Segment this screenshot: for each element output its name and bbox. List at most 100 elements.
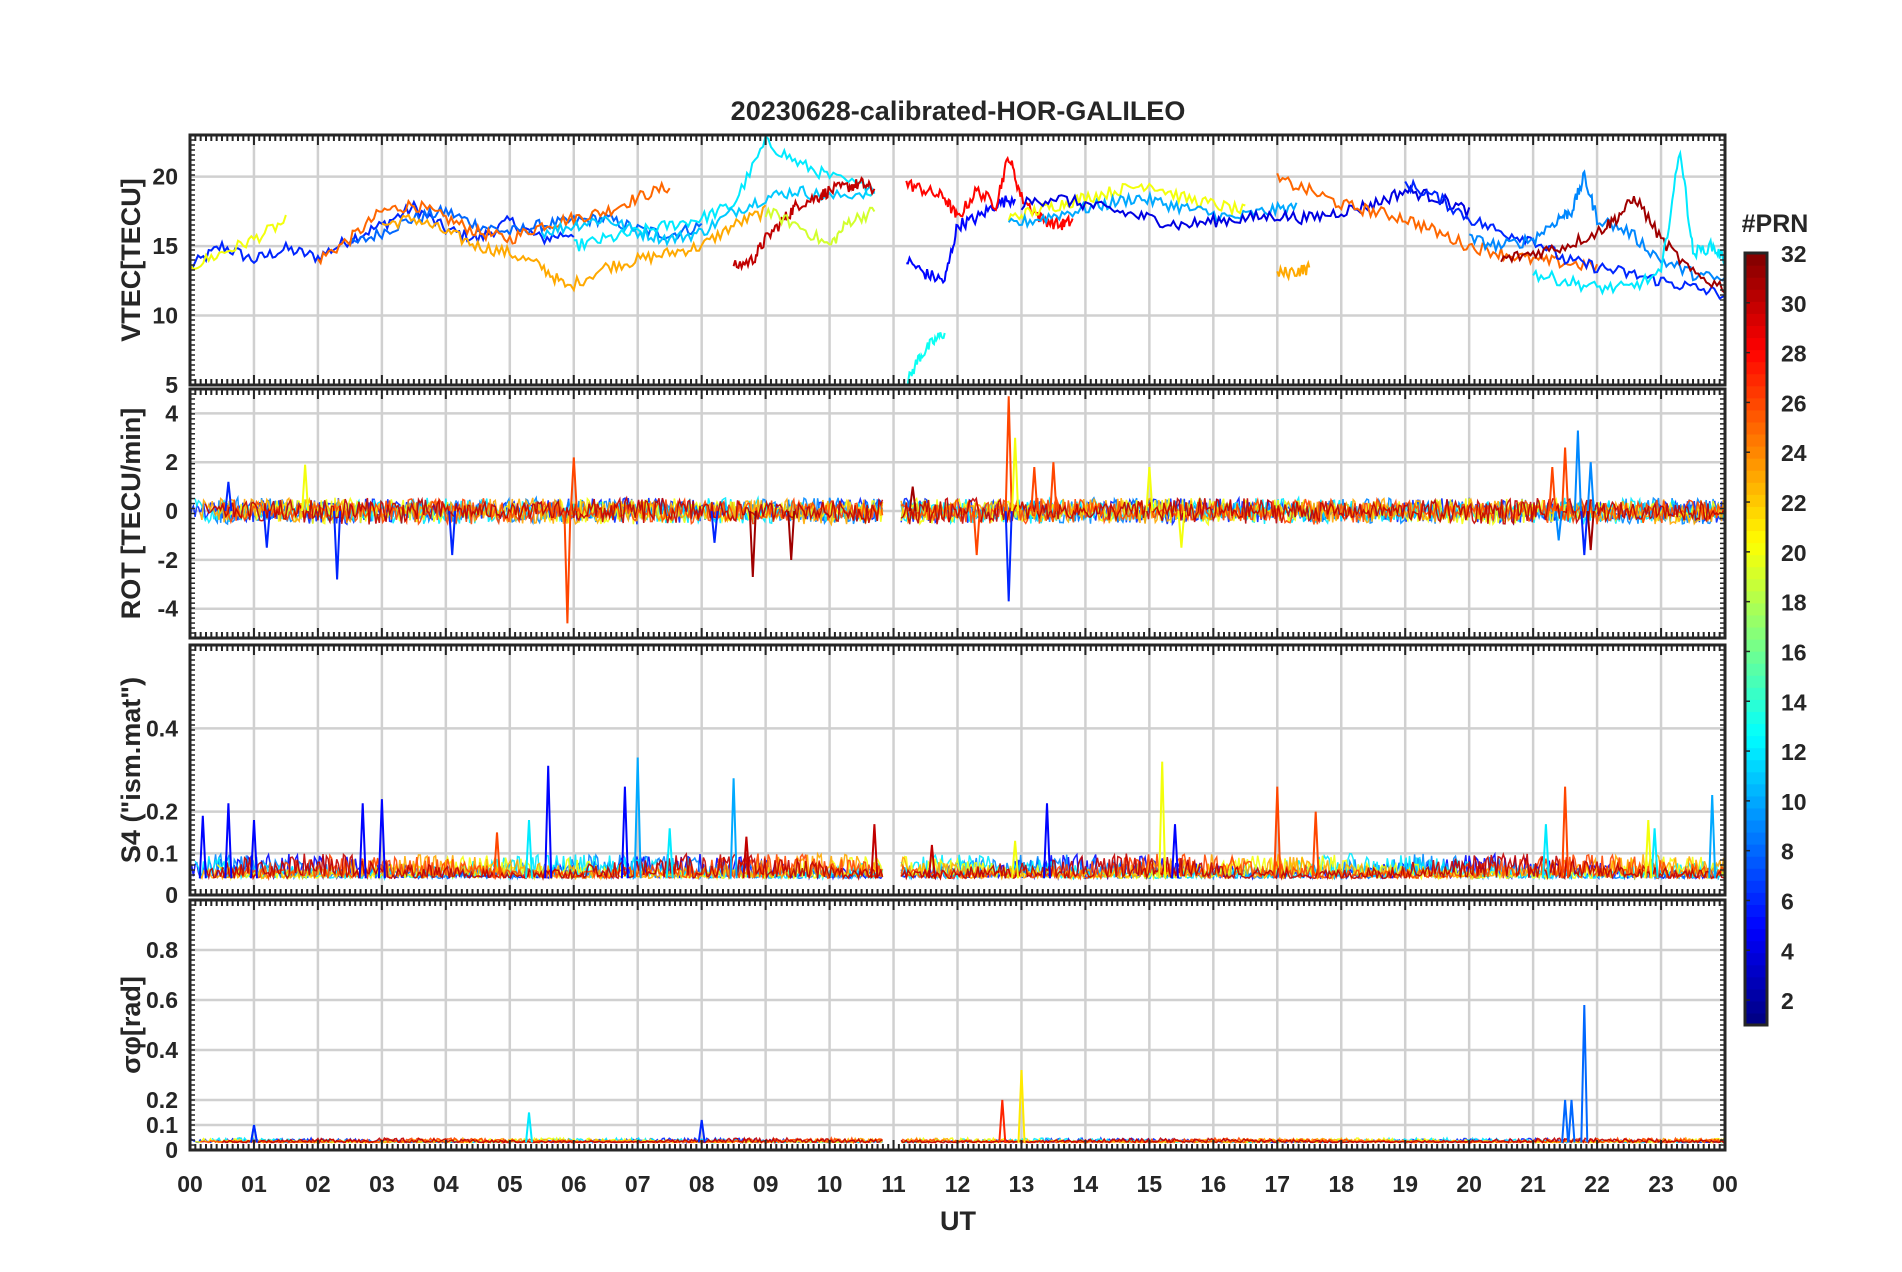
s4-spike-prn-5 bbox=[1043, 803, 1051, 879]
colorbar-segment bbox=[1745, 639, 1767, 652]
s4-spike-prn-5 bbox=[620, 786, 629, 879]
colorbar-tick-label: 10 bbox=[1781, 789, 1807, 815]
x-tick-label: 23 bbox=[1648, 1171, 1674, 1197]
vtec-series-prn-20 bbox=[190, 214, 287, 270]
s4-spike-prn-12 bbox=[665, 828, 674, 879]
colorbar-tick-label: 32 bbox=[1781, 241, 1807, 267]
y-tick-label: 0.1 bbox=[146, 840, 178, 866]
rot-spike-prn-6 bbox=[1580, 511, 1589, 556]
colorbar-segment bbox=[1745, 771, 1767, 785]
x-tick-label: 12 bbox=[945, 1171, 971, 1197]
colorbar-segment bbox=[1745, 687, 1767, 700]
colorbar-tick-label: 2 bbox=[1781, 988, 1794, 1014]
x-axis: 00 01 02 03 04 05 06 07 08 09 10 11 12 13 14 15 16 17 18 19… bbox=[177, 1171, 1738, 1197]
colorbar-segment bbox=[1745, 819, 1767, 833]
sigma-spike-prn-12 bbox=[525, 1112, 533, 1143]
sigma-spike-prn-8 bbox=[1561, 1099, 1570, 1143]
colorbar-segment bbox=[1745, 482, 1767, 495]
vtec-series-prn-9 bbox=[1468, 169, 1725, 282]
y-tick-label: -2 bbox=[158, 547, 178, 573]
s4-spike-prn-12 bbox=[1650, 828, 1659, 879]
x-tick-label: 22 bbox=[1584, 1171, 1610, 1197]
y-tick-label: 0.4 bbox=[146, 715, 178, 741]
sigma-spike-prn-6 bbox=[250, 1124, 258, 1143]
colorbar-segment bbox=[1745, 470, 1767, 483]
colorbar-segment bbox=[1745, 614, 1767, 628]
colorbar-segment bbox=[1745, 602, 1767, 616]
colorbar-segment bbox=[1745, 735, 1767, 749]
x-tick-label: 16 bbox=[1201, 1171, 1227, 1197]
sigma-spike-prn-6 bbox=[697, 1119, 706, 1143]
rot-spike-prn-20 bbox=[1145, 467, 1154, 512]
colorbar-segment bbox=[1745, 277, 1767, 290]
chart-title: 20230628-calibrated-HOR-GALILEO bbox=[731, 96, 1186, 126]
colorbar-segment bbox=[1745, 892, 1767, 905]
colorbar-tick-label: 16 bbox=[1781, 639, 1807, 665]
rot-spike-prn-31 bbox=[1586, 511, 1595, 551]
x-tick-label: 00 bbox=[1712, 1171, 1738, 1197]
colorbar-segment bbox=[1745, 723, 1767, 737]
sigma-spike-prn-8 bbox=[1567, 1099, 1576, 1143]
x-tick-label: 17 bbox=[1264, 1171, 1290, 1197]
x-tick-label: 03 bbox=[369, 1171, 395, 1197]
sigma-spike-prn-8 bbox=[1580, 1004, 1589, 1143]
colorbar-segment bbox=[1745, 976, 1767, 990]
colorbar-tick-label: 30 bbox=[1781, 291, 1807, 317]
y-tick-label: 0.1 bbox=[146, 1112, 178, 1138]
colorbar-segment bbox=[1745, 253, 1767, 266]
colorbar-label: #PRN bbox=[1742, 210, 1809, 238]
y-axis-label: S4 ("ism.mat") bbox=[116, 677, 146, 863]
colorbar-segment bbox=[1745, 856, 1767, 869]
colorbar-segment bbox=[1745, 783, 1767, 797]
colorbar-tick-label: 6 bbox=[1781, 888, 1794, 914]
colorbar-tick-label: 4 bbox=[1781, 938, 1794, 964]
sigma-spike-prn-21 bbox=[1017, 1069, 1026, 1143]
s4-spike-prn-30 bbox=[742, 836, 751, 879]
rot-spike-prn-20 bbox=[301, 464, 310, 512]
x-tick-label: 05 bbox=[497, 1171, 523, 1197]
rot-spike-prn-9 bbox=[1586, 462, 1595, 512]
colorbar-segment bbox=[1745, 506, 1767, 519]
x-tick-label: 21 bbox=[1520, 1171, 1546, 1197]
colorbar-segment bbox=[1745, 747, 1767, 761]
vtec-series-prn-13 bbox=[906, 332, 946, 385]
colorbar-segment bbox=[1745, 880, 1767, 893]
colorbar-segment bbox=[1745, 1012, 1767, 1026]
vtec-series-prn-11 bbox=[540, 184, 876, 247]
plot-area bbox=[190, 396, 1725, 624]
colorbar-segment bbox=[1745, 361, 1767, 375]
colorbar-segment bbox=[1745, 1000, 1767, 1014]
colorbar-segment bbox=[1745, 301, 1767, 314]
vtec-series-prn-23 bbox=[1276, 259, 1311, 282]
rot-spike-prn-9 bbox=[1554, 510, 1563, 541]
colorbar-segment bbox=[1745, 795, 1767, 809]
colorbar-segment bbox=[1745, 651, 1767, 664]
colorbar-segment bbox=[1745, 807, 1767, 821]
colorbar-segment bbox=[1745, 711, 1767, 725]
colorbar-segment bbox=[1745, 904, 1767, 918]
colorbar-segment bbox=[1745, 988, 1767, 1002]
s4-spike-prn-5 bbox=[377, 799, 386, 879]
s4-spike-prn-12 bbox=[1541, 824, 1550, 879]
s4-spike-prn-20 bbox=[1011, 840, 1020, 879]
rot-spike-prn-6 bbox=[262, 511, 271, 548]
vtec-series-prn-31 bbox=[1500, 196, 1725, 294]
colorbar-segment bbox=[1745, 289, 1767, 302]
x-tick-label: 04 bbox=[433, 1171, 459, 1197]
colorbar-segment bbox=[1745, 421, 1767, 435]
colorbar-tick-label: 18 bbox=[1781, 590, 1807, 616]
sigma-spike-prn-27 bbox=[998, 1099, 1007, 1143]
s4-spike-prn-26 bbox=[493, 832, 501, 879]
colorbar-tick-label: 20 bbox=[1781, 540, 1807, 566]
colorbar-segment bbox=[1745, 397, 1767, 411]
colorbar-tick-label: 22 bbox=[1781, 490, 1807, 516]
colorbar-segment bbox=[1745, 566, 1767, 580]
x-tick-label: 01 bbox=[241, 1171, 267, 1197]
y-tick-label: 0.8 bbox=[146, 937, 178, 963]
colorbar-segment bbox=[1745, 494, 1767, 507]
x-tick-label: 18 bbox=[1328, 1171, 1354, 1197]
panel-rot: -4 -2 0 2 4 ROT [TECU/min] bbox=[116, 387, 1727, 640]
rot-spike-prn-26 bbox=[1049, 462, 1058, 512]
